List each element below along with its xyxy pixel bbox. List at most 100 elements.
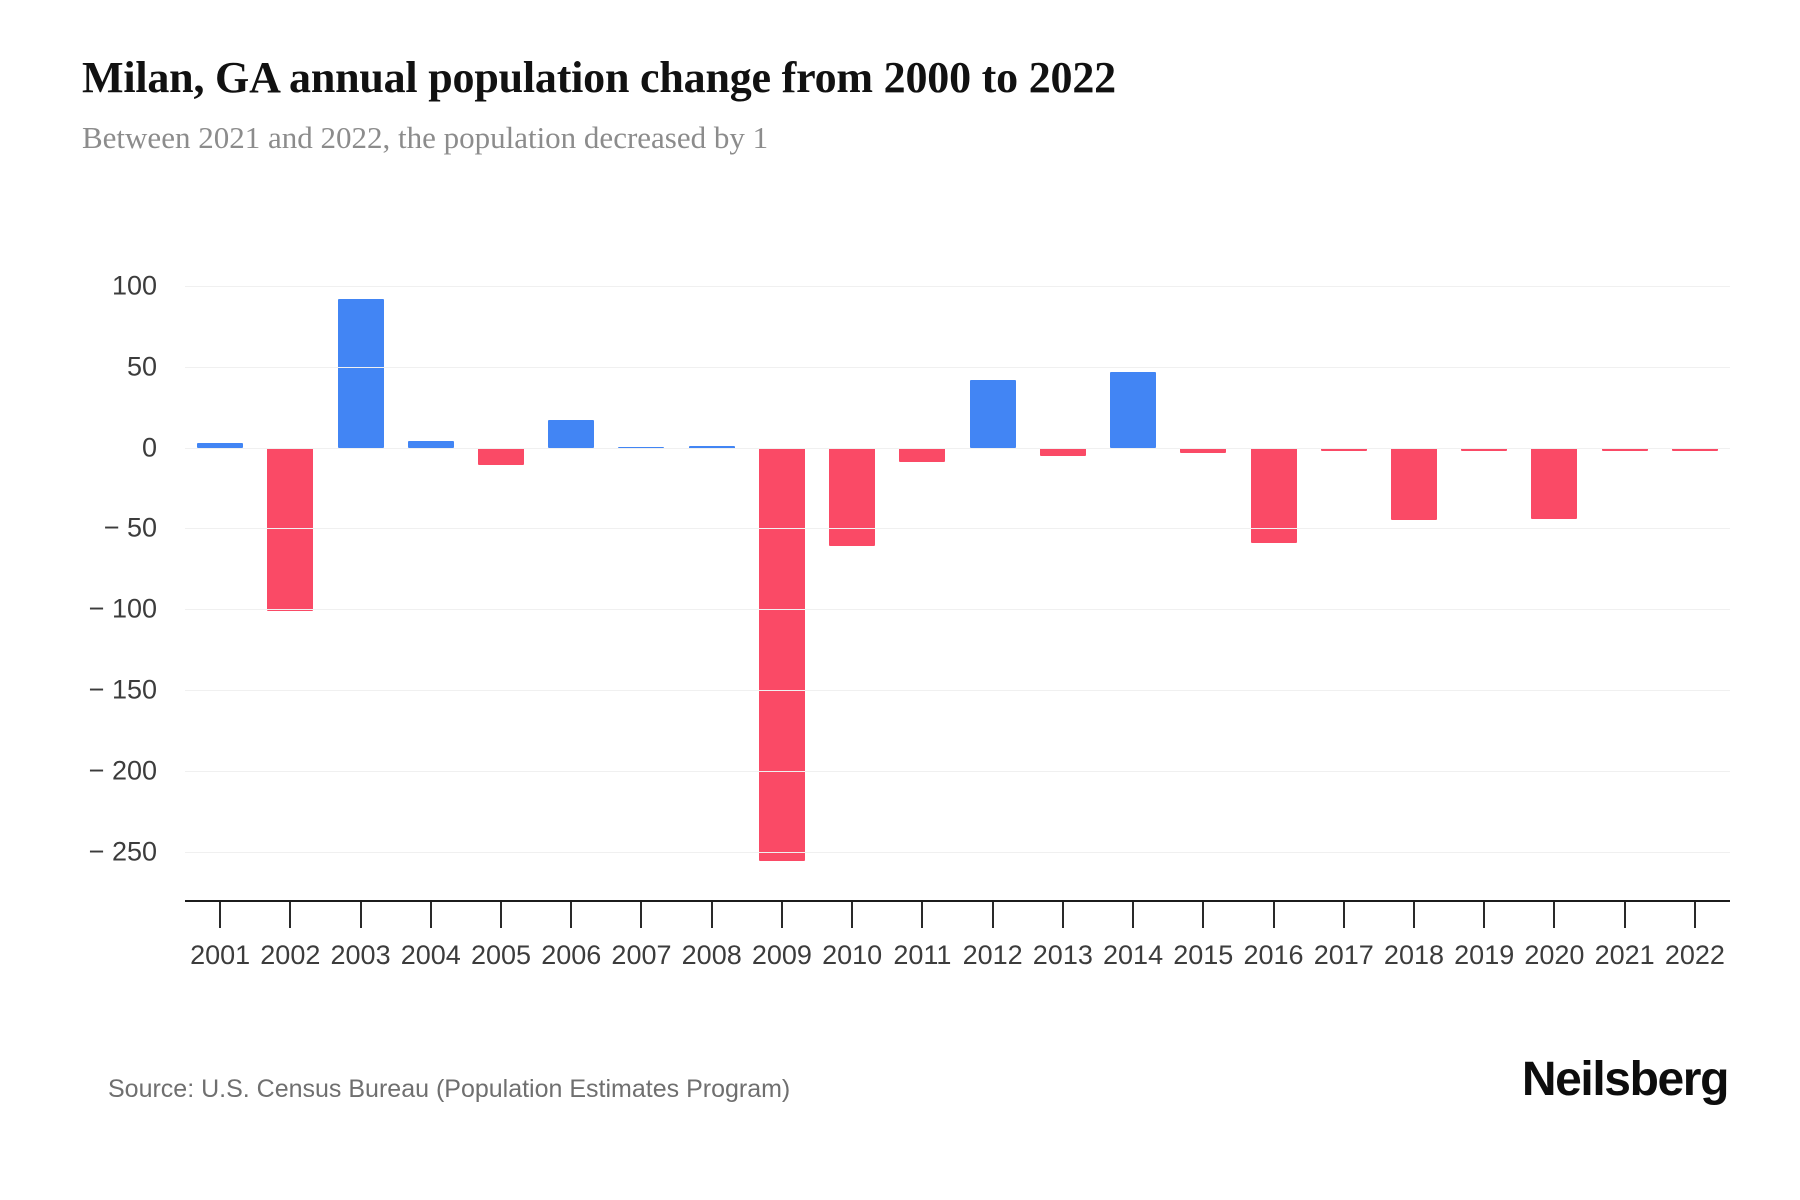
bar-2010[interactable] xyxy=(829,447,876,547)
y-axis-tick-label: 0 xyxy=(141,432,157,463)
bar-2021[interactable] xyxy=(1601,447,1648,451)
bar-2013[interactable] xyxy=(1039,447,1086,456)
x-axis-tick xyxy=(1061,902,1064,928)
chart-subtitle: Between 2021 and 2022, the population de… xyxy=(82,119,769,155)
x-axis-line xyxy=(185,900,1730,902)
bar-slot xyxy=(1449,270,1519,900)
x-axis-tick xyxy=(1272,902,1275,928)
x-axis-tick-label: 2011 xyxy=(893,940,952,970)
bar-slot xyxy=(1379,270,1449,900)
bar-slot xyxy=(466,270,536,900)
page-title: Milan, GA annual population change from … xyxy=(82,53,1116,102)
bar-2015[interactable] xyxy=(1180,447,1227,453)
x-axis-tick-label: 2013 xyxy=(1032,940,1093,970)
x-axis-tick xyxy=(1553,902,1556,928)
x-axis-tick-label: 2014 xyxy=(1103,940,1164,970)
x-axis-tick xyxy=(1412,902,1415,928)
x-axis-tick-label: 2012 xyxy=(962,940,1023,970)
bar-slot xyxy=(1168,270,1238,900)
x-axis-tick-label: 2010 xyxy=(822,940,883,970)
x-axis-tick xyxy=(429,902,432,928)
y-axis-tick-label: − 150 xyxy=(88,674,157,705)
x-axis-tick-label: 2001 xyxy=(190,940,251,970)
x-axis-tick xyxy=(289,902,292,928)
bar-slot xyxy=(747,270,817,900)
bar-slot xyxy=(1028,270,1098,900)
bar-slot xyxy=(817,270,887,900)
bar-slot xyxy=(1098,270,1168,900)
x-axis-tick xyxy=(851,902,854,928)
x-axis-tick xyxy=(500,902,503,928)
x-axis-tick-label: 2008 xyxy=(681,940,742,970)
x-axis-tick-label: 2003 xyxy=(330,940,391,970)
x-axis-tick-label: 2020 xyxy=(1524,940,1585,970)
bar-2017[interactable] xyxy=(1320,447,1367,451)
x-axis-tick xyxy=(921,902,924,928)
x-axis-tick xyxy=(640,902,643,928)
y-axis-tick-label: 100 xyxy=(111,270,157,301)
x-axis-tick xyxy=(710,902,713,928)
bar-2006[interactable] xyxy=(548,420,595,448)
bar-slot xyxy=(255,270,325,900)
gridline xyxy=(185,528,1730,530)
y-axis-tick-label: − 50 xyxy=(103,512,157,543)
bar-2008[interactable] xyxy=(688,446,735,450)
bar-2012[interactable] xyxy=(969,379,1016,448)
brand-logo: Neilsberg xyxy=(1521,1053,1730,1106)
x-axis-tick-label: 2007 xyxy=(611,940,672,970)
bar-2022[interactable] xyxy=(1671,447,1718,451)
bar-slot xyxy=(958,270,1028,900)
bar-2016[interactable] xyxy=(1250,447,1297,543)
x-axis-tick xyxy=(991,902,994,928)
bar-slot xyxy=(185,270,255,900)
x-axis-tick-label: 2004 xyxy=(400,940,461,970)
gridline xyxy=(185,286,1730,288)
gridline xyxy=(185,770,1730,772)
gridline xyxy=(185,447,1730,449)
y-axis-tick-label: − 200 xyxy=(88,755,157,786)
x-axis-tick-label: 2016 xyxy=(1243,940,1304,970)
x-axis-tick xyxy=(1693,902,1696,928)
bar-2020[interactable] xyxy=(1531,447,1578,519)
plot-area xyxy=(185,270,1730,900)
x-axis-tick xyxy=(1202,902,1205,928)
bar-slot xyxy=(677,270,747,900)
x-axis-tick xyxy=(1132,902,1135,928)
bar-slot xyxy=(1519,270,1589,900)
y-axis-tick-label: 50 xyxy=(126,351,157,382)
bar-series xyxy=(185,270,1730,900)
x-axis-tick-label: 2017 xyxy=(1313,940,1374,970)
bar-slot xyxy=(1590,270,1660,900)
x-axis-tick-label: 2006 xyxy=(541,940,602,970)
bar-slot xyxy=(606,270,676,900)
x-axis-tick xyxy=(219,902,222,928)
x-axis-tick-label: 2002 xyxy=(260,940,321,970)
x-axis-tick xyxy=(570,902,573,928)
bar-2001[interactable] xyxy=(197,442,244,448)
gridline xyxy=(185,690,1730,691)
x-axis-tick xyxy=(1483,902,1486,928)
bar-2018[interactable] xyxy=(1390,447,1437,521)
x-axis-tick-label: 2022 xyxy=(1664,940,1725,970)
bar-2014[interactable] xyxy=(1110,371,1157,448)
x-axis-tick xyxy=(359,902,362,928)
x-axis-tick-label: 2005 xyxy=(470,940,532,970)
bar-slot xyxy=(396,270,466,900)
bar-2005[interactable] xyxy=(478,447,525,466)
bar-2003[interactable] xyxy=(337,299,384,448)
x-axis-tick xyxy=(1623,902,1626,928)
x-axis-tick-label: 2018 xyxy=(1383,940,1445,970)
bar-slot xyxy=(1238,270,1308,900)
bar-slot xyxy=(325,270,395,900)
bar-slot xyxy=(1660,270,1730,900)
bar-2004[interactable] xyxy=(407,441,454,448)
bar-2009[interactable] xyxy=(758,447,805,862)
x-axis-tick-label: 2009 xyxy=(751,940,812,970)
bar-2019[interactable] xyxy=(1461,447,1508,451)
bar-2011[interactable] xyxy=(899,447,946,463)
x-axis-tick-label: 2021 xyxy=(1594,940,1655,970)
x-axis-tick-label: 2019 xyxy=(1454,940,1515,970)
gridline xyxy=(185,851,1730,853)
